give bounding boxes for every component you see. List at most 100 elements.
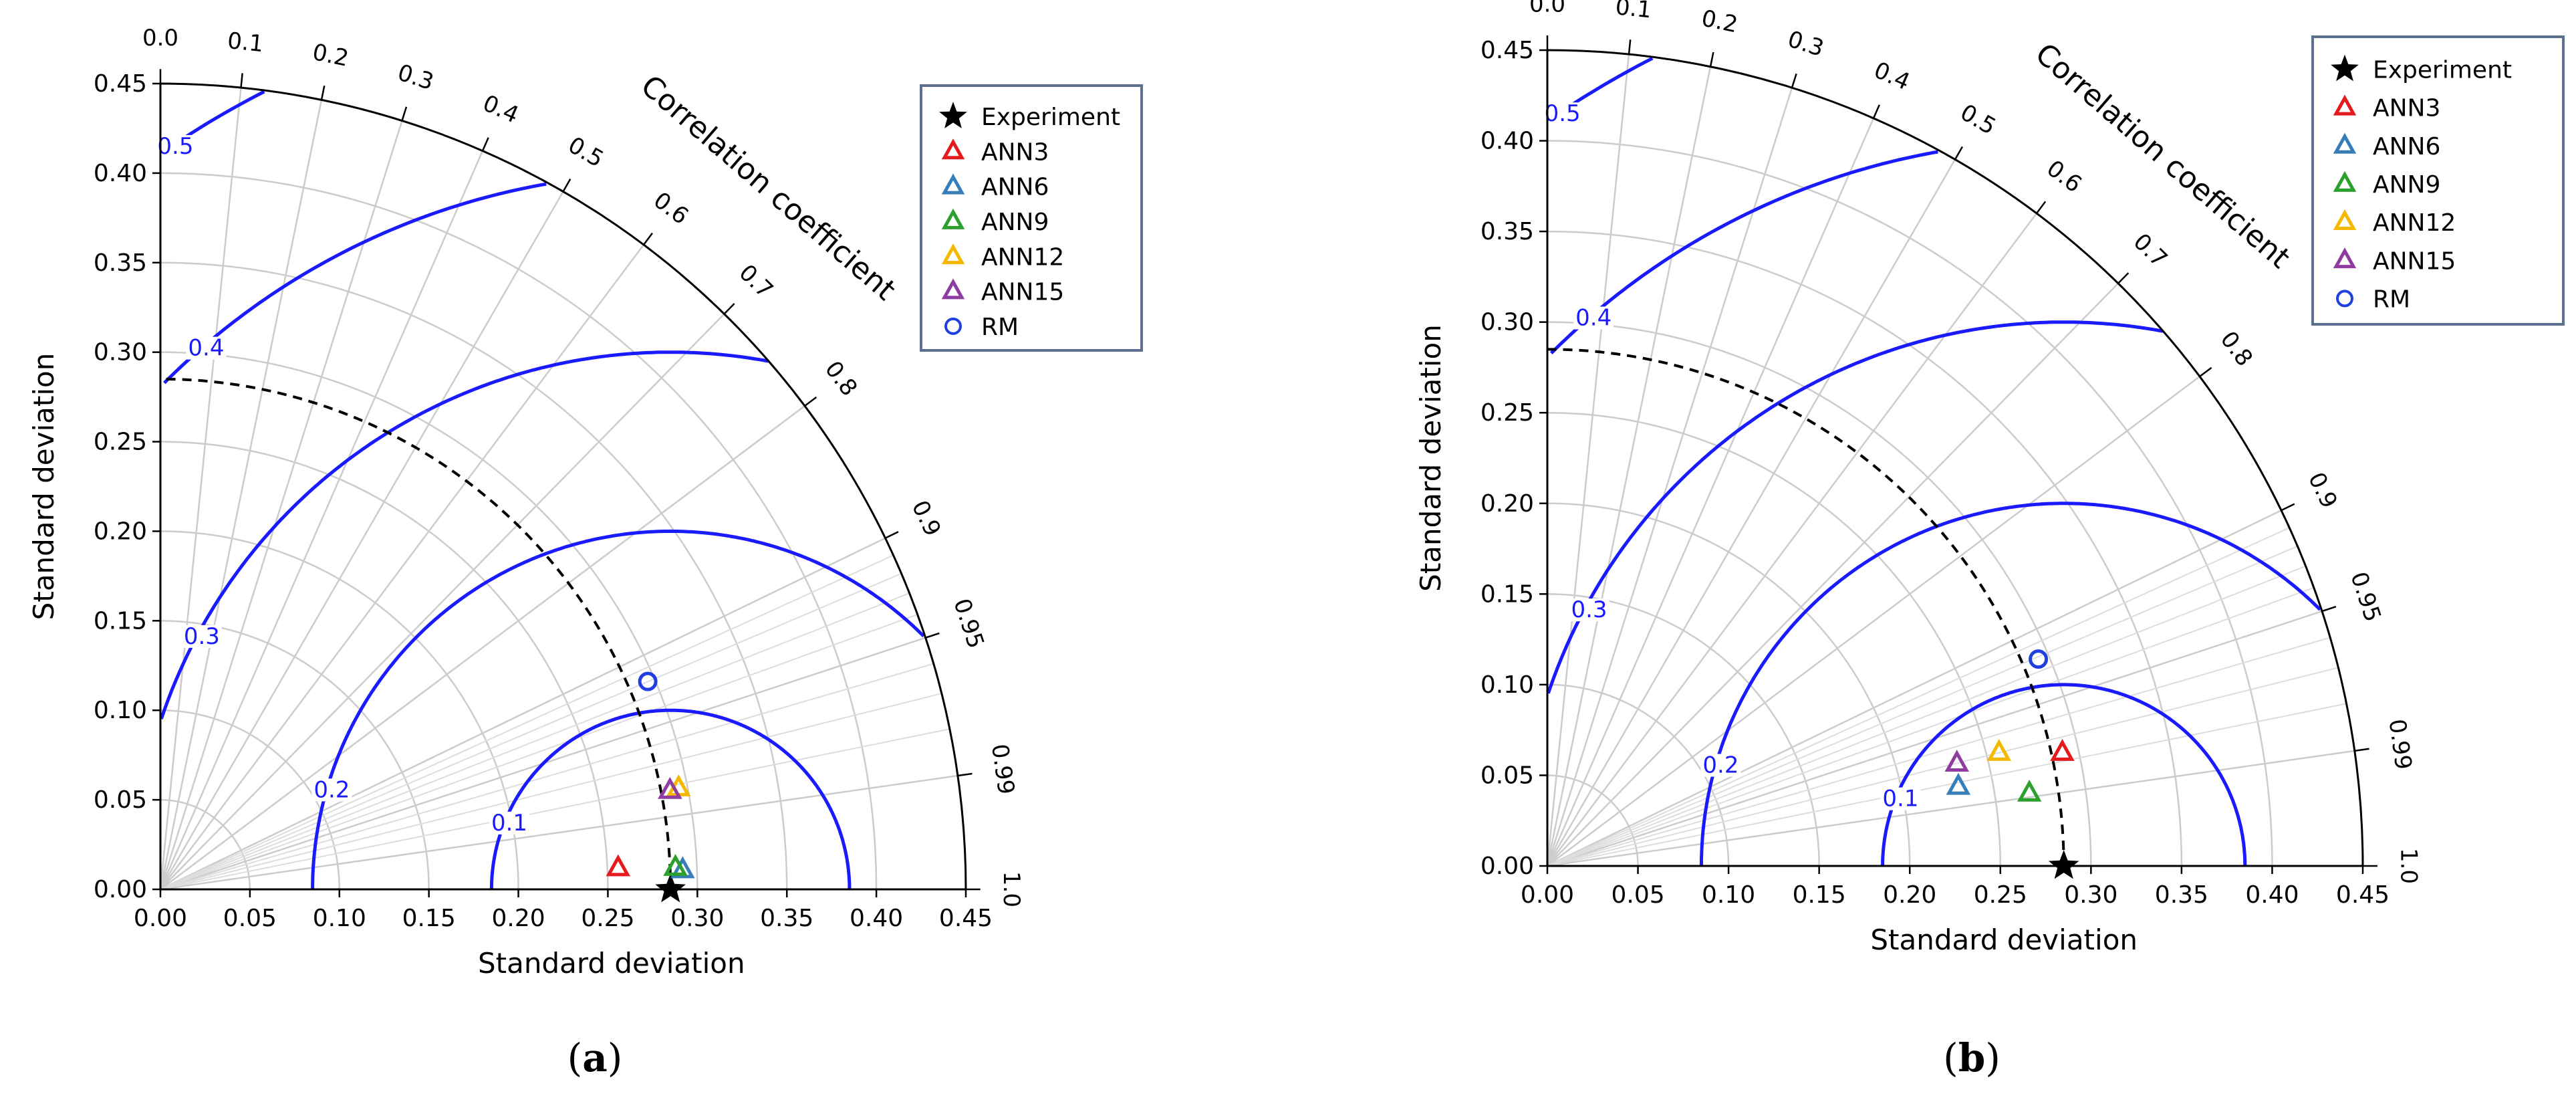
std-grid-arc <box>1547 230 2183 867</box>
rms-contour <box>489 708 852 889</box>
x-tick-label: 0.30 <box>2064 881 2117 909</box>
corr-grid-line <box>1547 376 2200 867</box>
corr-tick <box>1872 104 1880 119</box>
marker-ann6 <box>670 856 695 879</box>
marker-ann3 <box>606 854 631 877</box>
legend-marker-ann3 <box>941 138 965 160</box>
x-tick-label: 0.20 <box>491 905 545 932</box>
rms-contour-label: 0.2 <box>313 776 350 803</box>
y-tick-label: 0.25 <box>94 429 147 456</box>
corr-minor-line <box>1547 527 2290 867</box>
x-tick-label: 0.10 <box>313 905 366 932</box>
x-tick-label: 0.05 <box>1611 881 1664 909</box>
corr-tick-label: 0.95 <box>948 595 989 651</box>
corr-grid-line <box>160 774 958 891</box>
legend-box <box>2311 35 2565 326</box>
corr-tick-label: 1.0 <box>2396 848 2422 884</box>
rms-contour <box>1550 150 1938 354</box>
y-tick-label: 0.40 <box>1480 128 1534 155</box>
x-tick-label: 0.45 <box>939 905 993 932</box>
x-tick-label: 0.40 <box>850 905 903 932</box>
legend-label-ann6: ANN6 <box>2373 133 2440 160</box>
corr-tick <box>562 179 571 193</box>
corr-minor-line <box>160 572 902 890</box>
y-axis-label: Standard deviation <box>1414 324 1447 592</box>
x-tick-label: 0.10 <box>1702 881 1755 909</box>
corr-tick-label: 0.0 <box>1529 0 1565 17</box>
legend-label-experiment: Experiment <box>2373 57 2512 84</box>
marker-ann15 <box>658 776 682 799</box>
corr-minor-line <box>1547 586 2315 867</box>
x-tick-label: 0.25 <box>581 905 634 932</box>
marker-ann9 <box>2017 779 2042 802</box>
legend-label-ann6: ANN6 <box>981 174 1049 201</box>
corr-grid-line <box>1546 87 1793 867</box>
corr-tick-label: 0.99 <box>2384 717 2417 772</box>
corr-tick-label: 0.7 <box>734 259 779 304</box>
corr-minor-line <box>1547 565 2306 867</box>
rms-contour-label: 0.1 <box>491 810 527 837</box>
x-tick-label: 0.35 <box>2155 881 2208 909</box>
std-grid-arc <box>160 351 698 890</box>
corr-minor-line <box>160 693 942 890</box>
corr-tick-label: 0.5 <box>1956 99 2001 140</box>
x-axis-label: Standard deviation <box>478 947 745 980</box>
legend-marker-experiment <box>2331 54 2359 82</box>
legend-marker-ann9 <box>2333 171 2357 192</box>
std-grid-arc <box>160 441 609 890</box>
y-tick-label: 0.45 <box>94 70 147 98</box>
legend-label-ann9: ANN9 <box>2373 171 2440 199</box>
legend-label-ann15: ANN15 <box>2373 247 2456 275</box>
x-tick-label: 0.45 <box>2336 881 2390 909</box>
y-tick-label: 0.45 <box>1480 37 1534 64</box>
corr-grid-line <box>159 100 323 890</box>
legend-marker-rm <box>944 317 962 335</box>
x-tick-label: 0.15 <box>1793 881 1846 909</box>
corr-tick-label: 0.6 <box>2042 155 2087 198</box>
corr-minor-line <box>1547 703 2347 867</box>
legend-marker-ann6 <box>2333 132 2357 154</box>
marker-ann15 <box>1944 750 1969 772</box>
corr-grid-line <box>160 313 725 890</box>
corr-tick <box>1628 39 1632 55</box>
std-grid-arc <box>1547 502 1911 867</box>
corr-tick-label: 0.5 <box>563 132 608 173</box>
rms-contour-label: 0.4 <box>188 335 224 362</box>
corr-grid-line <box>1546 158 1956 867</box>
corr-grid-line <box>160 537 886 891</box>
corr-tick-label: 0.0 <box>142 25 178 51</box>
legend-marker-rm <box>2336 290 2353 308</box>
corr-minor-line <box>160 728 950 890</box>
marker-ann6 <box>1946 772 1971 795</box>
corr-tick <box>2117 272 2130 284</box>
y-tick-label: 0.20 <box>94 518 147 545</box>
rms-contour-label: 0.4 <box>1575 305 1612 332</box>
legend-label-ann3: ANN3 <box>2373 95 2440 122</box>
taylor-panel-b: 0.1 0.2 0.3 0.4 0.5 0.000.00 0.05 0.05 0.10 0.10 0… <box>1414 0 2565 956</box>
caption-b-letter: b <box>1958 1035 1986 1081</box>
corr-tick <box>2354 748 2369 752</box>
x-tick-label: 0.00 <box>1521 881 1574 909</box>
marker-experiment <box>655 873 686 903</box>
std-grid-arc <box>160 530 519 890</box>
corr-tick <box>240 73 243 88</box>
legend-label-ann15: ANN15 <box>981 279 1064 306</box>
rms-contour <box>1699 502 2321 867</box>
reference-std-arc <box>1547 348 2065 867</box>
rms-label-bg <box>1542 102 1583 126</box>
rms-contour-label: 0.5 <box>1545 100 1581 127</box>
corr-tick <box>2321 606 2337 613</box>
corr-minor-line <box>160 663 934 890</box>
legend-marker-ann3 <box>2333 94 2357 116</box>
marker-rm <box>638 671 658 691</box>
legend-marker-ann9 <box>941 208 965 229</box>
legend-marker-experiment <box>939 102 967 128</box>
rms-contour-label: 0.5 <box>157 133 193 160</box>
corr-tick-label: 0.1 <box>1614 0 1653 23</box>
x-tick-label: 0.20 <box>1883 881 1936 909</box>
y-tick-label: 0.35 <box>94 249 147 277</box>
y-tick-label: 0.05 <box>94 786 147 814</box>
outer-arc <box>1547 49 2364 867</box>
corr-tick-label: 0.3 <box>394 60 437 96</box>
legend-marker-ann12 <box>941 243 965 265</box>
